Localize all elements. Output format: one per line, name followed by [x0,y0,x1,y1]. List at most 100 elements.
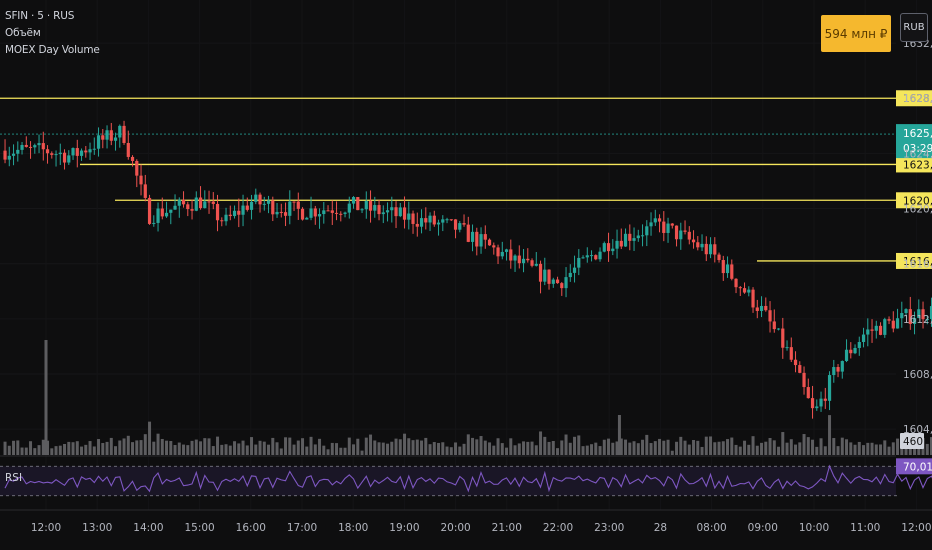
volume-bar [241,440,245,455]
candle-body [589,255,594,257]
volume-bar [160,438,164,455]
symbol-legend[interactable]: SFIN · 5 · RUS [5,10,75,22]
candle-body [878,325,883,335]
price-tick-label: 1620,0 [903,204,932,216]
volume-bar [853,444,857,455]
time-tick-label: 23:00 [594,522,624,534]
moex-day-volume-legend[interactable]: MOEX Day Volume [5,44,100,56]
volume-bar [496,438,500,455]
volume-bar [879,444,883,455]
candle-body [606,243,611,252]
volume-indicator-legend[interactable]: Объём [5,27,41,39]
volume-bar [611,442,615,455]
volume-bar [386,443,390,455]
volume-bar [203,438,207,455]
candle-body [793,359,798,366]
candle-body [313,208,317,217]
volume-bar [109,437,113,455]
time-tick-label: 28 [654,522,667,534]
candle-body [827,375,832,401]
candle-body [700,243,704,248]
volume-bar [420,440,424,455]
candle-body [802,372,806,388]
volume-bar [454,442,458,455]
candle-body [28,146,33,148]
volume-bar [424,437,428,455]
volume-bar [551,440,555,455]
volume-bar [182,444,186,455]
volume-bar [67,441,71,455]
candle-body [874,325,878,331]
candle-body [696,242,700,248]
level-label: 1623,2 [903,159,932,171]
volume-bar [590,444,594,455]
candle-body [538,263,543,282]
candle-body [844,349,849,362]
candle-body [572,267,577,273]
volume-bar [560,440,564,455]
volume-bar [828,415,832,455]
candle-body [632,238,636,241]
volume-bar [530,441,534,455]
candle-body [152,222,156,224]
volume-bar [152,441,156,455]
candle-body [143,184,147,198]
volume-bar [662,440,666,455]
candle-body [7,155,11,160]
candle-body [262,203,266,205]
volume-bar [517,443,521,455]
candle-body [326,210,330,212]
level-label-box [896,90,932,107]
volume-bar [364,437,368,455]
horizontal-levels[interactable]: 1628,0 1623,2 1620,6 1616,2 1625,4 03:29 [0,90,932,269]
candle-body [67,155,71,163]
volume-bar [726,439,730,455]
candle-body [798,365,802,373]
candle-body [530,260,534,266]
volume-bar [547,441,551,455]
volume-bar [883,440,887,455]
candle-body [815,406,819,409]
price-axis[interactable]: 1632,01628,01624,01620,01616,01612,01608… [900,38,932,449]
volume-bar [862,445,866,455]
volume-bar [403,433,407,455]
volume-bar [492,445,496,455]
volume-bar [445,446,449,455]
candle-body [441,219,445,223]
currency-button[interactable]: RUB [900,13,928,42]
volume-bar [760,442,764,455]
candle-body [122,125,126,143]
rsi-legend: RSI [5,472,22,484]
volume-bar [462,443,466,455]
volume-bar [845,439,849,455]
candle-body [657,218,662,222]
volume-bar [738,446,742,455]
candle-body [475,231,479,247]
candle-body [360,209,364,211]
candle-body [71,148,75,156]
volume-bar [849,442,853,455]
level-label-box [896,156,932,173]
volume-bar [228,445,232,455]
volume-bar [381,442,385,455]
time-axis[interactable]: 12:00 13:00 14:00 15:00 16:00 17:00 18:00 19:00… [31,522,932,534]
candle-body [181,199,186,205]
candle-body [390,207,394,211]
candle-body [309,208,313,218]
volume-bar [870,442,874,455]
volume-bar [186,445,190,455]
candle-body [640,235,645,237]
volume-bar [466,434,470,455]
candle-body [504,249,509,252]
candle-body [449,219,453,221]
time-tick-label: 10:00 [799,522,829,534]
volume-bar [785,442,789,455]
volume-bar [683,440,687,455]
candle-body [679,230,683,240]
candle-body [840,361,844,372]
volume-bar [755,445,759,455]
candle-body [54,154,58,156]
candle-body [823,398,827,401]
candle-body [500,251,504,257]
